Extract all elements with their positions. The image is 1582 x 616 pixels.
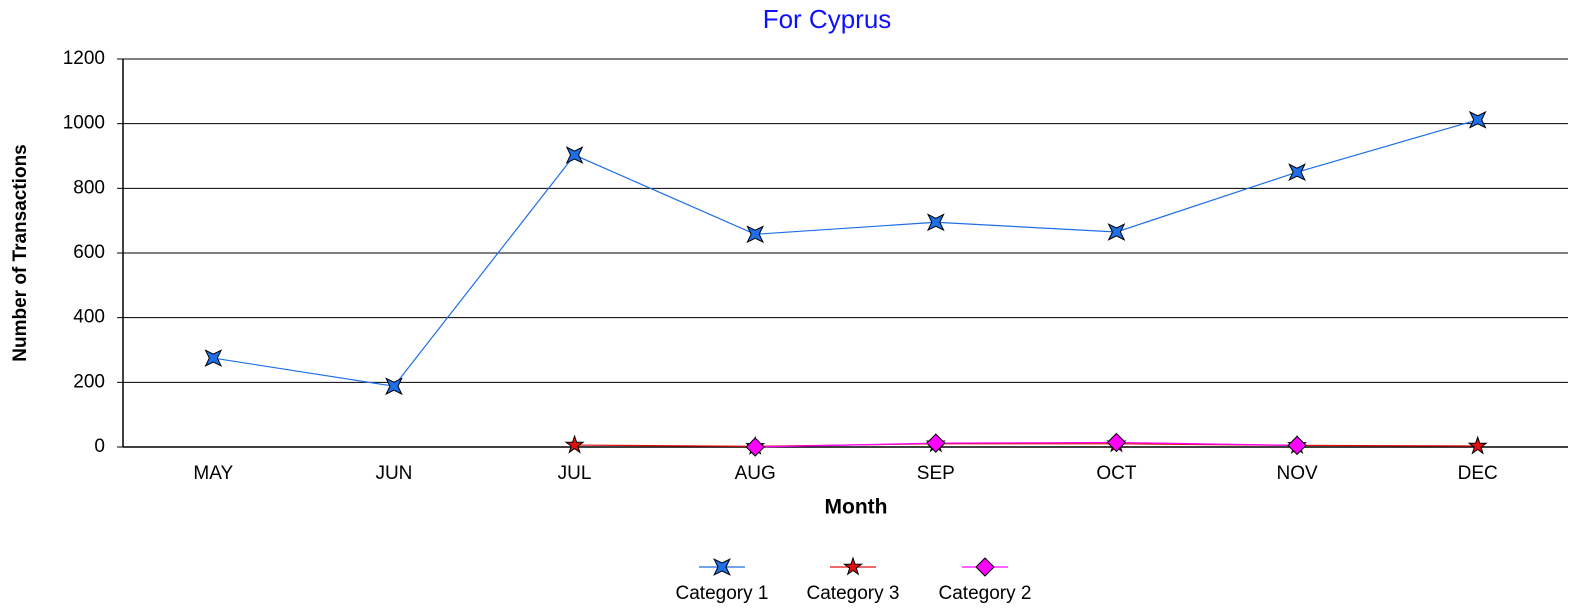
x-tick-label: AUG <box>735 463 776 484</box>
series-line <box>213 119 1478 387</box>
point-marker <box>565 146 584 164</box>
point-marker <box>746 225 765 244</box>
point-marker <box>385 377 403 396</box>
y-tick-label: 600 <box>73 242 105 263</box>
point-marker <box>1106 432 1127 453</box>
x-tick-label: SEP <box>917 463 955 484</box>
y-axis-label: Number of Transactions <box>10 144 31 362</box>
series-line <box>755 441 1298 448</box>
point-marker <box>1288 163 1306 182</box>
point-marker <box>926 213 945 232</box>
legend-label: Category 2 <box>939 583 1032 604</box>
point-marker <box>745 437 765 457</box>
x-tick-label: JUN <box>375 463 412 484</box>
legend-marker <box>842 556 864 576</box>
y-tick-label: 200 <box>73 371 105 392</box>
y-tick-label: 0 <box>94 436 105 457</box>
point-marker <box>1468 110 1487 129</box>
series-line <box>574 443 1478 447</box>
y-tick-label: 400 <box>73 307 105 328</box>
point-marker <box>1287 435 1307 456</box>
point-marker <box>204 349 223 367</box>
point-marker <box>926 433 946 453</box>
y-tick-label: 1000 <box>63 113 105 134</box>
x-tick-label: NOV <box>1276 463 1318 484</box>
point-marker <box>1107 223 1126 241</box>
x-tick-label: MAY <box>193 463 233 484</box>
x-tick-label: DEC <box>1458 463 1498 484</box>
point-marker <box>1467 435 1488 455</box>
y-tick-label: 1200 <box>63 48 105 69</box>
x-tick-label: JUL <box>558 463 592 484</box>
legend-label: Category 1 <box>676 583 769 604</box>
point-marker <box>564 434 585 454</box>
chart-title: For Cyprus <box>763 4 892 34</box>
y-tick-label: 800 <box>73 177 105 198</box>
x-axis-label: Month <box>825 496 888 519</box>
legend-label: Category 3 <box>807 583 900 604</box>
legend-marker <box>713 558 731 576</box>
legend-marker <box>975 557 995 577</box>
x-tick-label: OCT <box>1096 463 1137 484</box>
